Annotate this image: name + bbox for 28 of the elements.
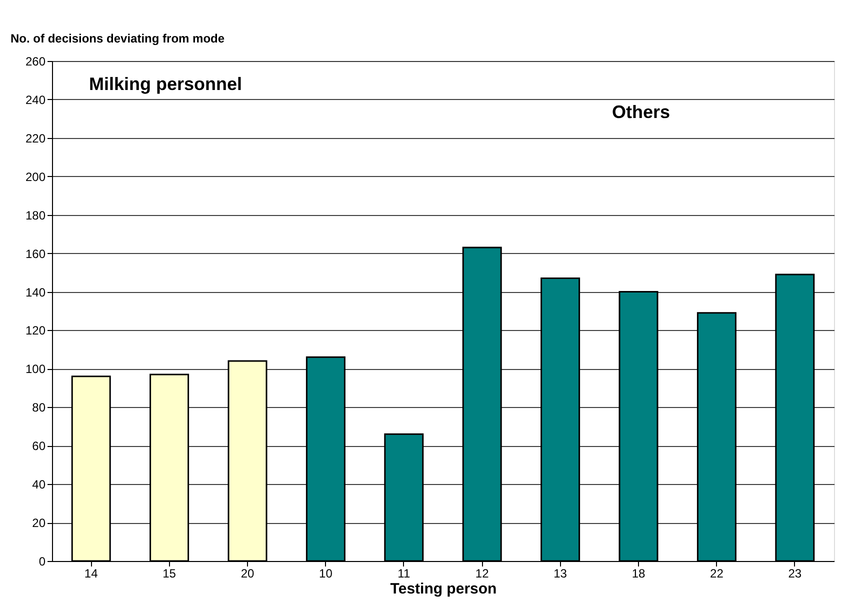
x-tick-label: 11 (398, 566, 410, 580)
annotation: Others (612, 102, 670, 122)
y-tick-label: 0 (38, 554, 46, 568)
y-tick-label: 60 (32, 439, 46, 454)
y-tick-label: 140 (25, 285, 46, 300)
y-tick-label: 20 (32, 516, 46, 530)
x-tick-label: 23 (788, 566, 802, 580)
y-tick-label: 40 (32, 478, 46, 492)
annotation: Milking personnel (89, 74, 242, 94)
x-tick-label: 13 (554, 566, 568, 580)
x-tick-label: 12 (475, 566, 490, 580)
y-tick-label: 240 (25, 92, 46, 107)
x-tick-label: 15 (162, 566, 176, 580)
y-tick-label: 80 (32, 400, 46, 415)
y-tick-label: 100 (25, 362, 46, 376)
y-tick-label: 160 (25, 246, 46, 261)
x-tick-label: 10 (319, 566, 333, 580)
x-tick-label: 22 (710, 566, 724, 580)
y-tick-label: 260 (25, 54, 46, 68)
x-tick-label: 14 (84, 566, 98, 580)
y-tick-label: 180 (25, 208, 46, 222)
y-tick-label: 120 (25, 324, 46, 338)
x-tick-label: 20 (240, 566, 254, 580)
x-tick-label: 18 (632, 566, 646, 580)
y-tick-label: 220 (25, 131, 46, 146)
x-axis-title: Testing person (390, 580, 497, 598)
y-tick-label: 200 (25, 170, 46, 184)
y-axis-title: No. of decisions deviating from mode (10, 32, 225, 46)
